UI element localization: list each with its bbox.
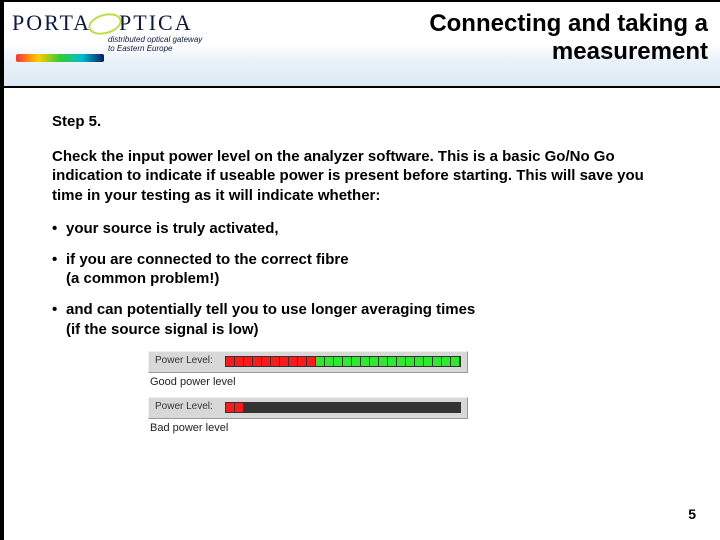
slide-body: Step 5. Check the input power level on t… xyxy=(4,88,720,435)
meter-label: Power Level: xyxy=(155,401,217,414)
meter-segment xyxy=(451,357,459,366)
meter-segment xyxy=(316,357,324,366)
meter-segment xyxy=(442,357,450,366)
meter-segment xyxy=(262,357,270,366)
meter-segment xyxy=(370,357,378,366)
meter-segment xyxy=(325,357,333,366)
meter-segment xyxy=(334,357,342,366)
meter-segment xyxy=(280,403,288,412)
meter-segment xyxy=(235,357,243,366)
meter-segment xyxy=(226,403,234,412)
meter-segment xyxy=(334,403,342,412)
meter-segment xyxy=(244,403,252,412)
meter-segment xyxy=(244,357,252,366)
meter-segment xyxy=(298,403,306,412)
logo-word-1: PORTA xyxy=(12,10,91,35)
meter-segment xyxy=(415,357,423,366)
meter-segment xyxy=(406,357,414,366)
meter-segment xyxy=(415,403,423,412)
meter-segment xyxy=(361,357,369,366)
slide-title-line2: measurement xyxy=(429,38,708,66)
bullet-text: if you are connected to the correct fibr… xyxy=(66,251,349,268)
bad-meter-caption: Bad power level xyxy=(150,421,468,435)
bullet-subtext: (if the source signal is low) xyxy=(66,320,672,339)
meter-segment xyxy=(388,357,396,366)
list-item: if you are connected to the correct fibr… xyxy=(52,250,672,288)
meter-segment xyxy=(433,357,441,366)
meter-segment xyxy=(253,357,261,366)
meter-segment xyxy=(397,403,405,412)
good-meter-box: Power Level: xyxy=(148,351,468,373)
logo: PORTA PTICA distributed optical gateway t… xyxy=(12,10,272,74)
meter-label: Power Level: xyxy=(155,355,217,368)
meter-segment xyxy=(451,403,459,412)
meter-segment xyxy=(298,357,306,366)
slide-header: PORTA PTICA distributed optical gateway t… xyxy=(4,0,720,88)
meter-segment xyxy=(307,403,315,412)
intro-paragraph: Check the input power level on the analy… xyxy=(52,147,672,205)
meter-segment xyxy=(343,403,351,412)
meter-segment xyxy=(289,403,297,412)
meter-segment xyxy=(379,403,387,412)
power-meters: Power Level: Good power level Power Leve… xyxy=(148,351,468,435)
bullet-subtext: (a common problem!) xyxy=(66,269,672,288)
meter-segment xyxy=(325,403,333,412)
meter-segment xyxy=(253,403,261,412)
good-meter-caption: Good power level xyxy=(150,375,468,389)
slide-title: Connecting and taking a measurement xyxy=(429,10,708,65)
meter-segment xyxy=(235,403,243,412)
list-item: your source is truly activated, xyxy=(52,219,672,238)
meter-segment xyxy=(433,403,441,412)
meter-segment xyxy=(442,403,450,412)
meter-segment xyxy=(262,403,270,412)
logo-tagline: distributed optical gateway to Eastern E… xyxy=(108,36,202,54)
meter-segment xyxy=(424,357,432,366)
bullet-text: and can potentially tell you to use long… xyxy=(66,301,475,318)
bad-meter-bar xyxy=(225,402,461,413)
meter-segment xyxy=(271,357,279,366)
bad-meter-box: Power Level: xyxy=(148,397,468,419)
list-item: and can potentially tell you to use long… xyxy=(52,300,672,338)
logo-spectrum-bar xyxy=(16,54,104,62)
meter-segment xyxy=(289,357,297,366)
bullet-text: your source is truly activated, xyxy=(66,220,279,237)
logo-word-2: PTICA xyxy=(119,10,193,35)
meter-segment xyxy=(343,357,351,366)
meter-segment xyxy=(424,403,432,412)
meter-segment xyxy=(379,357,387,366)
logo-tagline-line2: to Eastern Europe xyxy=(108,45,202,54)
meter-segment xyxy=(316,403,324,412)
meter-segment xyxy=(226,357,234,366)
step-label: Step 5. xyxy=(52,112,672,131)
page-number: 5 xyxy=(688,506,696,522)
meter-segment xyxy=(271,403,279,412)
meter-segment xyxy=(280,357,288,366)
meter-segment xyxy=(406,403,414,412)
meter-segment xyxy=(388,403,396,412)
meter-segment xyxy=(361,403,369,412)
meter-segment xyxy=(397,357,405,366)
meter-segment xyxy=(307,357,315,366)
meter-segment xyxy=(352,403,360,412)
meter-segment xyxy=(370,403,378,412)
slide-title-line1: Connecting and taking a xyxy=(429,10,708,38)
meter-segment xyxy=(352,357,360,366)
bullet-list: your source is truly activated, if you a… xyxy=(52,219,672,339)
good-meter-bar xyxy=(225,356,461,367)
